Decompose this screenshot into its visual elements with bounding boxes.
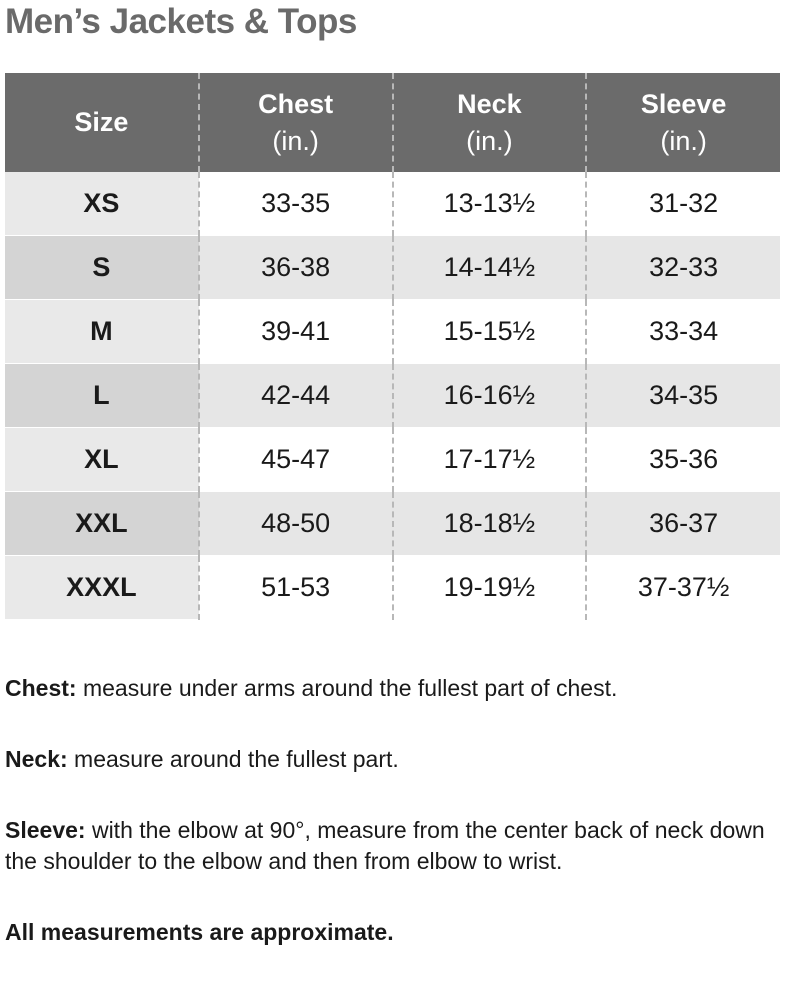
header-unit: (in.): [466, 125, 513, 156]
header-unit: (in.): [272, 125, 319, 156]
note: Neck: measure around the fullest part.: [5, 744, 780, 775]
measure-cell: 45-47: [197, 427, 393, 492]
header-name: Sleeve: [640, 89, 727, 120]
measure-cell: 36-37: [585, 491, 780, 556]
note-label: All measurements are approximate.: [5, 919, 394, 945]
header-name: Size: [74, 107, 129, 138]
note-label: Chest:: [5, 675, 77, 701]
measure-cell: 34-35: [585, 363, 780, 428]
table-row: XXXL 51-53 19-19½ 37-37½: [5, 555, 780, 620]
measure-cell: 33-34: [585, 299, 780, 364]
note: All measurements are approximate.: [5, 917, 780, 948]
size-cell: M: [5, 299, 199, 364]
measure-cell: 16-16½: [391, 363, 587, 428]
measure-cell: 17-17½: [391, 427, 587, 492]
measure-cell: 42-44: [197, 363, 393, 428]
measure-cell: 19-19½: [391, 555, 587, 620]
table-row: XXL 48-50 18-18½ 36-37: [5, 491, 780, 556]
measure-cell: 31-32: [585, 172, 780, 236]
measure-cell: 32-33: [585, 235, 780, 300]
size-cell: XL: [5, 427, 199, 492]
size-cell: L: [5, 363, 199, 428]
table-row: M 39-41 15-15½ 33-34: [5, 299, 780, 364]
note-label: Sleeve:: [5, 817, 86, 843]
title: Men’s Jackets & Tops: [5, 2, 357, 41]
column-header: Sleeve (in.): [585, 73, 780, 172]
header-row: Size Chest (in.) Neck (in.) Sleeve (in.): [5, 73, 780, 172]
measure-cell: 37-37½: [585, 555, 780, 620]
note-text: measure under arms around the fullest pa…: [76, 675, 618, 701]
table-row: XL 45-47 17-17½ 35-36: [5, 427, 780, 492]
size-cell: S: [5, 235, 199, 300]
header-unit: (in.): [660, 125, 707, 156]
size-cell: XXL: [5, 491, 199, 556]
table-row: S 36-38 14-14½ 32-33: [5, 235, 780, 300]
measure-cell: 13-13½: [391, 172, 587, 236]
measure-cell: 36-38: [197, 235, 393, 300]
table-row: L 42-44 16-16½ 34-35: [5, 363, 780, 428]
measure-cell: 51-53: [197, 555, 393, 620]
note-text: with the elbow at 90°, measure from the …: [5, 817, 765, 874]
measure-cell: 18-18½: [391, 491, 587, 556]
size-table: Size Chest (in.) Neck (in.) Sleeve (in.) XS 33-…: [5, 73, 780, 620]
column-header: Chest (in.): [197, 73, 393, 172]
column-header: Neck (in.): [391, 73, 587, 172]
measure-cell: 14-14½: [391, 235, 587, 300]
header-name: Chest: [258, 89, 334, 120]
measure-cell: 48-50: [197, 491, 393, 556]
size-cell: XS: [5, 172, 199, 236]
table-body: XS 33-35 13-13½ 31-32 S 36-38 14-14½ 32-33 M 39-4…: [5, 172, 780, 620]
note: Sleeve: with the elbow at 90°, measure f…: [5, 815, 780, 877]
column-header: Size: [5, 73, 199, 172]
note-text: measure around the fullest part.: [67, 746, 399, 772]
table-row: XS 33-35 13-13½ 31-32: [5, 172, 780, 236]
measure-cell: 39-41: [197, 299, 393, 364]
measure-cell: 15-15½: [391, 299, 587, 364]
notes: Chest: measure under arms around the ful…: [5, 673, 780, 988]
measure-cell: 33-35: [197, 172, 393, 236]
size-cell: XXXL: [5, 555, 199, 620]
measure-cell: 35-36: [585, 427, 780, 492]
note: Chest: measure under arms around the ful…: [5, 673, 780, 704]
header-name: Neck: [457, 89, 522, 120]
note-label: Neck:: [5, 746, 68, 772]
